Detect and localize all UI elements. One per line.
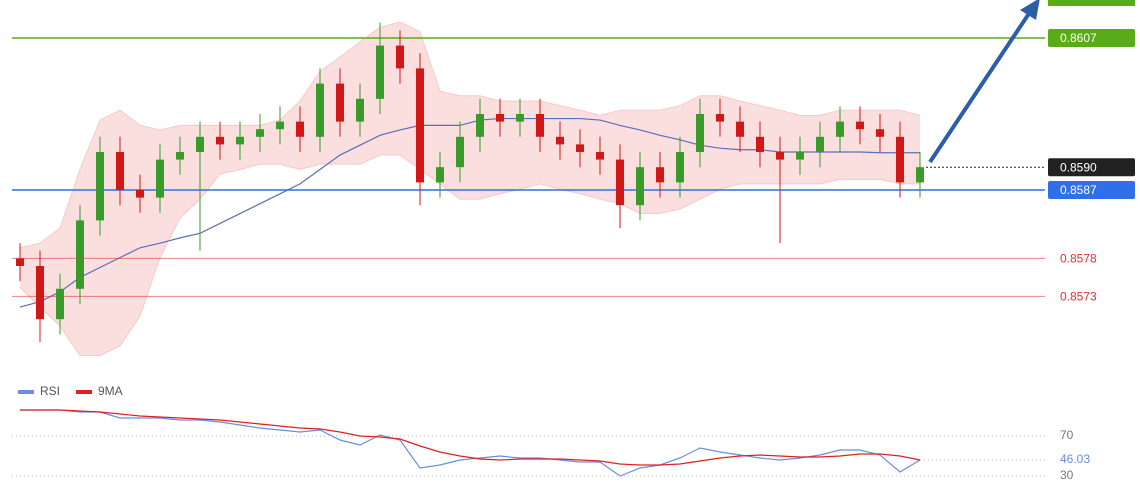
candle-body: [56, 288, 64, 320]
candle-body: [376, 45, 384, 99]
candle-body: [116, 152, 124, 190]
candle-body: [276, 121, 284, 130]
current-value-label: 46.03: [1060, 452, 1090, 466]
candle-body: [896, 136, 904, 183]
level-label: 0.8573: [1060, 290, 1097, 304]
candle-body: [196, 136, 204, 152]
level-label-box: [1048, 29, 1135, 47]
candle-body: [816, 136, 824, 152]
legend-label: 9MA: [98, 384, 123, 398]
bollinger-band: [20, 22, 920, 356]
candle-body: [496, 114, 504, 122]
candle-body: [876, 129, 884, 137]
candle-body: [556, 136, 564, 145]
candle-body: [616, 159, 624, 206]
candle-body: [836, 121, 844, 137]
candle-body: [96, 152, 104, 221]
candle-body: [216, 136, 224, 145]
trend-arrow: [928, 0, 1040, 164]
candle-body: [176, 152, 184, 160]
candle-body: [416, 68, 424, 183]
candle-body: [716, 114, 724, 122]
level-label: 0.8607: [1060, 31, 1097, 45]
candle-body: [516, 114, 524, 122]
candle-body: [856, 121, 864, 130]
level-label: 0.8578: [1060, 252, 1097, 266]
candle-body: [436, 167, 444, 183]
candle-body: [396, 45, 404, 69]
candle-body: [756, 136, 764, 152]
candle-body: [536, 114, 544, 137]
offscreen-level-box: [1048, 0, 1135, 6]
candle-body: [356, 98, 364, 122]
candle-body: [636, 167, 644, 206]
y-tick-label: 30: [1060, 468, 1074, 482]
candle-body: [236, 136, 244, 145]
indicator-line: [20, 409, 921, 477]
arrow-head: [1020, 0, 1040, 20]
arrow-shaft: [928, 10, 1032, 164]
candle-body: [596, 152, 604, 160]
candle-body: [316, 83, 324, 137]
legend-label: RSI: [40, 384, 60, 398]
candle-body: [576, 144, 584, 152]
candle-body: [456, 136, 464, 168]
candle-body: [156, 159, 164, 198]
level-label: 0.8587: [1060, 183, 1097, 197]
candle-body: [796, 152, 804, 160]
candle-body: [776, 152, 784, 160]
candle-body: [676, 152, 684, 183]
y-tick-label: 70: [1060, 428, 1074, 442]
candle-body: [76, 220, 84, 289]
indicator-line: [20, 409, 921, 466]
candle-body: [916, 167, 924, 183]
candle-body: [696, 114, 704, 152]
band-edge: [19, 154, 920, 357]
candle-body: [16, 258, 24, 266]
candle-body: [476, 114, 484, 137]
candle-body: [736, 121, 744, 137]
band-edge: [19, 21, 921, 249]
level-label: 0.8590: [1060, 160, 1097, 174]
level-label-box: [1048, 158, 1135, 177]
moving-average: [19, 117, 920, 308]
candle-body: [296, 121, 304, 137]
level-label-box: [1048, 181, 1135, 199]
candle-body: [256, 129, 264, 137]
candle-body: [36, 266, 44, 320]
candle-body: [136, 190, 144, 198]
candle-body: [656, 167, 664, 183]
candle-body: [336, 83, 344, 122]
